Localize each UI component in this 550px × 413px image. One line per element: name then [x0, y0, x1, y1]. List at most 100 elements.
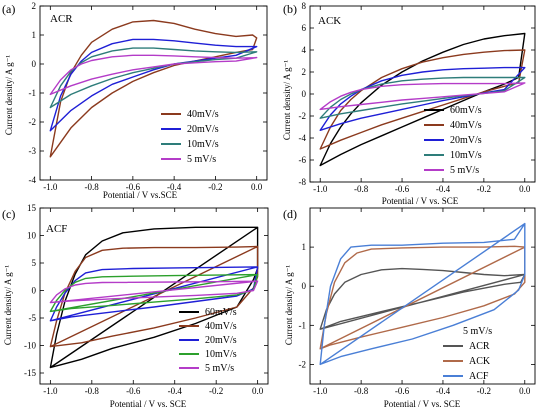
series-acf-line — [319, 222, 526, 366]
panel-c-ytick-label: 10 — [27, 231, 37, 241]
panel-a-xtick-label: 0.0 — [251, 182, 263, 192]
panel-c-xlabel: Potential / V vs. SCE — [110, 399, 187, 409]
panel-d-xtick-label: -1.0 — [313, 386, 328, 396]
legend-label: 40mV/s — [187, 109, 219, 120]
panel-c-xtick-label: -1.0 — [43, 386, 58, 396]
series-20mvs-line — [49, 38, 258, 132]
panel-d-ytick-label: -2 — [299, 359, 307, 369]
panel-d-ytick-label: 1 — [302, 242, 307, 252]
panel-b-xtick-label: 0.0 — [519, 184, 531, 194]
series-10mvs-line — [49, 47, 258, 109]
panel-a-sample-label: ACR — [50, 13, 73, 25]
panel-d-xtick-label: 0.0 — [519, 386, 531, 396]
panel-a-ytick-label: -4 — [29, 175, 37, 185]
series-40mvs-line — [49, 245, 259, 348]
panel-a-ytick-label: -2 — [29, 117, 37, 127]
panel-c-xtick-label: -0.4 — [168, 386, 183, 396]
legend-label: 5 mV/s — [205, 363, 234, 374]
panel-d-legend-title: 5 mV/s — [463, 326, 492, 337]
panel-b-xtick-label: -1.0 — [313, 184, 328, 194]
legend-label: ACK — [469, 356, 491, 367]
panel-b-id: (b) — [283, 2, 297, 16]
series-5mvs-line — [49, 280, 259, 304]
legend-label: ACR — [469, 341, 490, 352]
legend-label: 20mV/s — [205, 335, 237, 346]
series-acr-line — [319, 267, 526, 330]
panel-b-ytick-label: 6 — [302, 23, 307, 33]
panel-a-ytick-label: -3 — [29, 146, 37, 156]
panel-b-ytick-label: 2 — [302, 67, 307, 77]
legend-label: 20mV/s — [187, 124, 219, 135]
panel-c-ytick-label: 0 — [32, 286, 37, 296]
panel-a-xtick-label: -0.6 — [126, 182, 141, 192]
panel-a-id: (a) — [2, 2, 15, 16]
panel-b-xtick-label: -0.8 — [354, 184, 369, 194]
legend-label: 40mV/s — [205, 321, 237, 332]
panel-b-xlabel: Potential / V vs. SCE — [382, 196, 459, 206]
legend-label: 10mV/s — [187, 139, 219, 150]
panel-d-xtick-label: -0.2 — [477, 386, 491, 396]
panel-d: (d) Potential / V vs. SCE Current densit… — [283, 207, 536, 409]
legend-label: 60mV/s — [205, 307, 237, 318]
legend-label: 40mV/s — [450, 120, 482, 131]
panel-d-xtick-label: -0.4 — [436, 386, 451, 396]
panel-b-xtick-label: -0.2 — [477, 184, 491, 194]
series-ack-line — [319, 245, 526, 350]
panel-a-ytick-label: -1 — [29, 88, 37, 98]
panel-c-sample-label: ACF — [46, 223, 67, 235]
panel-b-ytick-label: -8 — [299, 177, 307, 187]
panel-b-ytick-label: 0 — [302, 89, 307, 99]
panel-b-ytick-label: -2 — [299, 111, 307, 121]
series-20mvs-line — [49, 266, 259, 322]
panel-d-ylabel: Current density/ A g⁻¹ — [284, 265, 294, 345]
panel-b-ytick-label: 4 — [302, 45, 307, 55]
panel-c-ylabel: Current density/ A g⁻¹ — [3, 265, 13, 345]
panel-d-xtick-label: -0.8 — [354, 386, 369, 396]
panel-c-ytick-label: 5 — [32, 258, 37, 268]
panel-c-xtick-label: -0.6 — [126, 386, 141, 396]
legend-label: 20mV/s — [450, 135, 482, 146]
panel-d-frame — [309, 207, 536, 385]
panel-b-ytick-label: 8 — [302, 1, 307, 11]
panel-c-frame — [39, 207, 269, 385]
panel-a-ytick-label: 0 — [32, 59, 37, 69]
panel-d-id: (d) — [283, 207, 297, 221]
panel-c: (c) ACF Potential / V vs. SCE Current de… — [2, 203, 269, 409]
panel-c-ytick-label: -5 — [29, 313, 37, 323]
panel-c-ytick-label: 15 — [27, 203, 37, 213]
panel-c-xtick-label: 0.0 — [252, 386, 264, 396]
series-40mvs-line — [319, 49, 526, 150]
panel-b-xtick-label: -0.4 — [436, 184, 451, 194]
panel-c-xtick-label: -0.2 — [209, 386, 223, 396]
panel-d-xtick-label: -0.6 — [395, 386, 410, 396]
panel-b-ytick-label: -6 — [299, 155, 307, 165]
legend-label: 10mV/s — [450, 150, 482, 161]
panel-a-ylabel: Current density/ A g⁻¹ — [4, 55, 14, 135]
panel-c-ytick-label: -10 — [24, 341, 36, 351]
series-10mvs-line — [49, 273, 259, 313]
series-5mvs-line — [49, 54, 258, 96]
panel-b-xtick-label: -0.6 — [395, 184, 410, 194]
legend-label: 60mV/s — [450, 105, 482, 116]
panel-d-ytick-label: 0 — [302, 281, 307, 291]
panel-b-ylabel: Current density/ A g⁻¹ — [282, 60, 292, 140]
panel-b-sample-label: ACK — [318, 15, 341, 27]
series-5mvs-line — [319, 82, 526, 111]
panel-a: (a) ACR Potential / V vs.SCE Current den… — [2, 1, 268, 200]
panel-a-xtick-label: -1.0 — [43, 182, 58, 192]
panel-b-frame — [309, 5, 536, 183]
series-40mvs-line — [49, 19, 258, 158]
panel-c-xtick-label: -0.8 — [85, 386, 100, 396]
legend-label: 5 mV/s — [450, 165, 479, 176]
panel-a-xtick-label: -0.4 — [167, 182, 182, 192]
legend-label: ACF — [469, 371, 489, 382]
panel-a-xtick-label: -0.2 — [208, 182, 222, 192]
panel-d-xlabel: Potential / V vs. SCE — [384, 399, 461, 409]
panel-d-ytick-label: -1 — [299, 320, 307, 330]
legend-label: 10mV/s — [205, 349, 237, 360]
panel-b: (b) ACK Potential / V vs. SCE Current de… — [282, 1, 536, 206]
legend-label: 5 mV/s — [187, 154, 216, 165]
panel-c-id: (c) — [2, 207, 15, 221]
panel-c-ytick-label: -15 — [24, 368, 36, 378]
